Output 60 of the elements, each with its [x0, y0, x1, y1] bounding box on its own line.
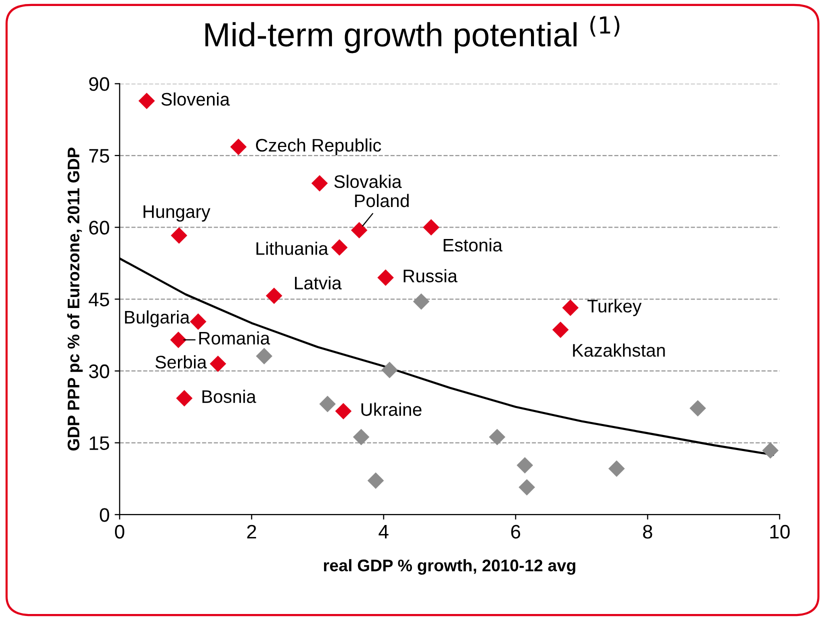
annotation: Russia: [404, 269, 458, 282]
point: [367, 472, 384, 489]
point: [350, 222, 368, 238]
chart-title: Mid-term growth potential $^{(1)}$: [205, 16, 620, 54]
point: [762, 442, 779, 459]
x-tick-label: 10: [770, 524, 790, 539]
point: [190, 313, 206, 330]
point: [176, 390, 193, 406]
annotation: Turkey: [587, 299, 642, 316]
point: [319, 396, 336, 412]
annotation: Slovenia: [161, 92, 230, 106]
point: [256, 348, 272, 364]
y-tick-label: 60: [89, 220, 110, 235]
y-tick-label: 30: [89, 364, 110, 378]
point: [518, 479, 536, 496]
point: [335, 402, 352, 420]
annotation: Romania: [199, 331, 270, 345]
point: [690, 400, 706, 417]
point: [170, 227, 188, 244]
point: [381, 362, 398, 378]
point: [311, 175, 328, 192]
point: [516, 457, 534, 474]
annotation: Poland: [355, 194, 409, 208]
point: [266, 288, 282, 304]
x-tick-label: 4: [378, 525, 388, 538]
y-tick-label: 15: [90, 436, 110, 450]
annotation: Kazakhstan: [573, 344, 665, 357]
x-axis-title: real GDP % growth, 2010-12 avg: [324, 559, 576, 575]
point: [331, 239, 348, 256]
point: [413, 293, 430, 310]
y-tick-label: 75: [89, 149, 110, 163]
annotation: Bosnia: [202, 390, 256, 404]
point: [488, 428, 506, 446]
point: [562, 300, 579, 316]
point: [138, 92, 155, 110]
point: [170, 332, 187, 348]
annotation: Bulgaria: [125, 310, 190, 328]
x-tick-label: 8: [643, 524, 652, 539]
point: [422, 219, 440, 236]
annotation: Estonia: [444, 238, 502, 252]
annotation: Lithuania: [256, 242, 328, 255]
x-tick-label: 0: [114, 524, 124, 539]
annotation: Slovakia: [334, 174, 402, 188]
point: [552, 322, 569, 338]
annotation: Ukraine: [361, 402, 422, 416]
annotation: Hungary: [144, 205, 210, 222]
y-tick-label: 90: [89, 77, 110, 91]
annotation: Czech Republic: [256, 138, 382, 156]
point: [608, 460, 625, 477]
y-axis-title: GDP PPP pc % of Eurozone, 2011 GDP: [67, 148, 83, 451]
point: [352, 428, 370, 446]
y-tick-label: 0: [100, 508, 110, 522]
y-tick-label: 45: [88, 292, 110, 306]
annotation: Serbia: [155, 355, 207, 369]
x-tick-label: 6: [511, 524, 520, 539]
point: [210, 356, 226, 372]
point: [230, 138, 247, 156]
point: [377, 269, 394, 286]
annotation: Latvia: [294, 276, 342, 290]
x-tick-label: 2: [247, 524, 256, 538]
